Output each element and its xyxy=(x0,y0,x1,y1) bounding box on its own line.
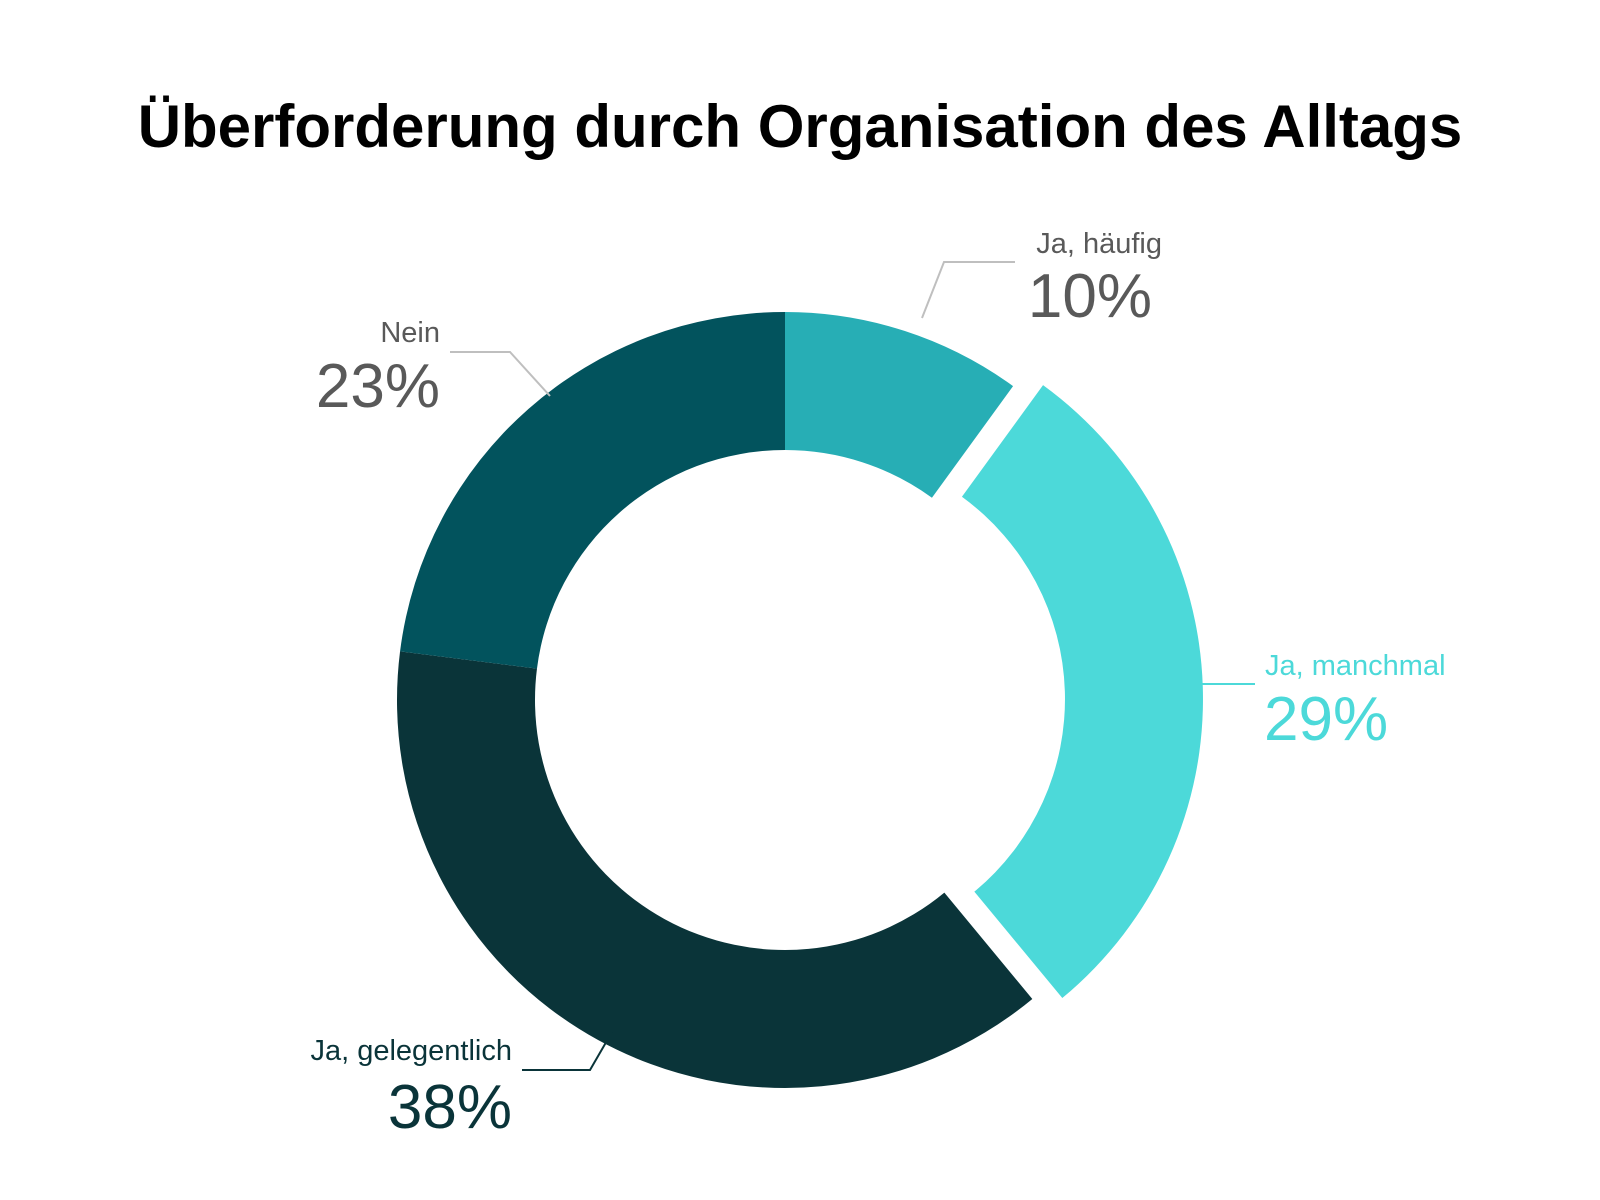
label-value-nein: 23% xyxy=(316,352,440,421)
slice-ja-manchmal xyxy=(961,385,1203,999)
label-name-nein: Nein xyxy=(380,317,440,349)
leader-lines xyxy=(450,261,1255,1071)
slice-ja-gelegentlich xyxy=(397,651,1033,1088)
leader-line-nein xyxy=(450,351,551,397)
label-name-ja-gelegentlich: Ja, gelegentlich xyxy=(310,1035,512,1067)
leader-line-ja-haufig xyxy=(921,261,1015,319)
label-name-ja-manchmal: Ja, manchmal xyxy=(1265,650,1446,682)
leader-line-ja-gelegentlich xyxy=(522,1031,613,1071)
donut-slices xyxy=(397,312,1203,1088)
slice-nein xyxy=(400,312,785,669)
label-value-ja-manchmal: 29% xyxy=(1264,685,1388,754)
label-value-ja-gelegentlich: 38% xyxy=(388,1073,512,1142)
slice-ja-haufig xyxy=(785,312,1014,498)
label-name-ja-haufig: Ja, häufig xyxy=(1036,228,1162,260)
label-value-ja-haufig: 10% xyxy=(1028,262,1152,331)
chart-title: Überforderung durch Organisation des All… xyxy=(137,93,1463,160)
